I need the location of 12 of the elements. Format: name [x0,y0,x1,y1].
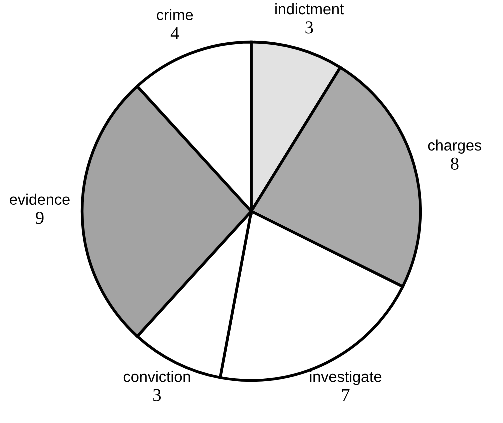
slice-label: investigate [310,371,382,386]
data-label: 8 [451,158,459,170]
data-label: 4 [170,28,180,40]
slice-label: indictment [276,3,344,15]
data-label: 7 [342,389,350,402]
data-label: 3 [154,389,162,402]
slice-label: charges [428,140,482,154]
data-label: 3 [306,22,314,34]
slice-label: evidence [10,194,70,206]
slice-label: crime [157,9,194,20]
slice-label: conviction [124,371,190,382]
data-label: 9 [36,212,44,224]
